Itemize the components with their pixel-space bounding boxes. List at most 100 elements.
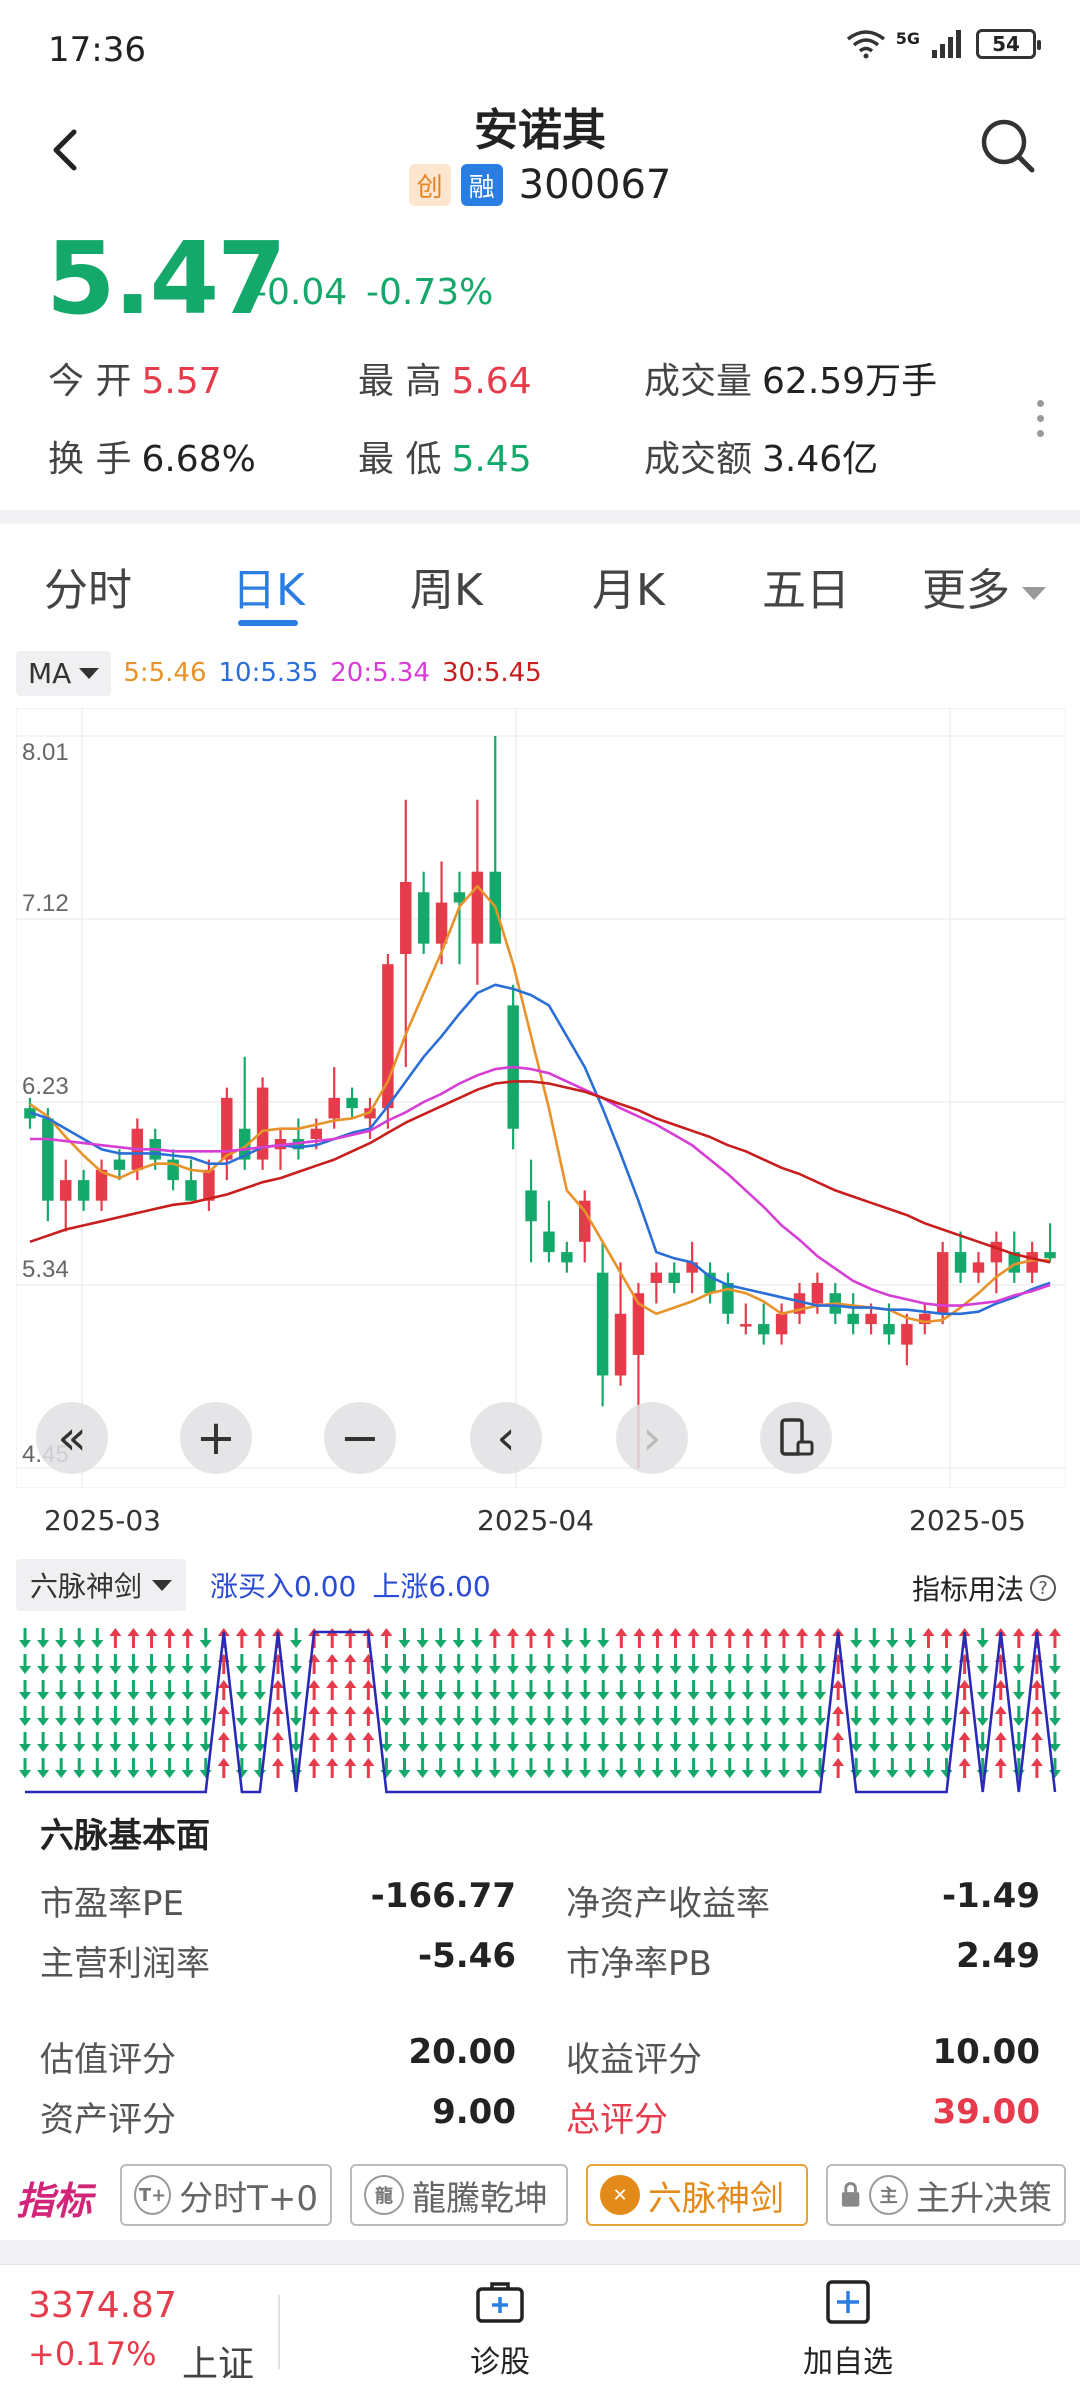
network-label: 5G <box>895 28 920 48</box>
indicator-tab-longteng[interactable]: 龍龍騰乾坤 <box>350 2164 568 2226</box>
amount-label: 成交额 <box>644 439 753 480</box>
zoom-in-button[interactable]: + <box>180 1402 252 1474</box>
signal-column <box>253 1628 266 1778</box>
chart-frame <box>16 708 1066 1488</box>
index-value: 3374.87 <box>28 2285 177 2326</box>
candle <box>650 1262 663 1304</box>
landscape-button[interactable] <box>760 1402 832 1474</box>
price-change-pct: -0.73% <box>366 272 494 313</box>
dragon-icon: 龍 <box>364 2175 404 2215</box>
margin-badge: 融 <box>460 164 503 206</box>
help-icon: ? <box>1030 1575 1056 1601</box>
signal-column <box>868 1628 881 1778</box>
candle <box>400 799 412 1068</box>
diagnose-button[interactable]: 诊股 <box>420 2279 580 2381</box>
candle <box>1044 1223 1056 1263</box>
indicator-tab-main-rise[interactable]: 主主升决策 <box>826 2164 1066 2226</box>
prev-button[interactable]: ‹ <box>470 1402 542 1474</box>
quote-panel: 5.47 -0.04 -0.73% 今 开 5.57 最 高 5.64 成交量 62.… <box>0 220 1080 510</box>
turnover-label: 换 手 <box>48 439 132 480</box>
wifi-icon <box>846 30 885 59</box>
amount-value: 3.46亿 <box>762 439 879 480</box>
search-button[interactable] <box>976 114 1040 178</box>
tab-intraday[interactable]: 分时 <box>44 565 132 616</box>
low-stat: 最 低 5.45 <box>358 430 532 482</box>
crown-icon: 主 <box>869 2175 908 2215</box>
indicator-help-link[interactable]: 指标用法? <box>912 1568 1056 1608</box>
rewind-button[interactable]: « <box>36 1402 108 1474</box>
candle <box>596 1241 609 1407</box>
signal-column <box>19 1628 32 1778</box>
candle <box>990 1231 1003 1294</box>
ma-selector[interactable]: MA <box>16 650 112 696</box>
signal-column <box>380 1628 393 1778</box>
kline-chart[interactable]: 8.017.126.235.344.45 <box>16 708 1066 1488</box>
tab-monthly-k[interactable]: 月K <box>592 565 665 616</box>
six-sword-chart[interactable] <box>16 1624 1066 1800</box>
fund-value: -1.49 <box>942 1876 1040 1916</box>
ma30-value: 30:5.45 <box>441 658 542 688</box>
candle <box>1008 1231 1020 1283</box>
candle <box>614 1262 627 1386</box>
candle <box>793 1282 806 1325</box>
tab-daily-k[interactable]: 日K <box>232 565 305 616</box>
signal-column <box>326 1628 339 1778</box>
candle <box>919 1303 931 1335</box>
add-square-icon <box>826 2280 870 2324</box>
signal-column <box>723 1628 736 1778</box>
signal-column <box>1030 1628 1043 1778</box>
signal-column <box>308 1628 321 1778</box>
signal-column <box>470 1628 483 1778</box>
candle <box>382 953 394 1129</box>
back-button[interactable] <box>40 120 90 180</box>
ma10-value: 10:5.35 <box>218 658 319 688</box>
price-change: -0.04 <box>254 272 348 313</box>
signal-column <box>633 1628 646 1778</box>
candle <box>525 1159 537 1263</box>
high-stat: 最 高 5.64 <box>358 352 532 404</box>
fund-label: 收益评分 <box>566 2040 702 2080</box>
fund-value: 20.00 <box>408 2032 516 2072</box>
low-label: 最 低 <box>358 439 442 480</box>
fund-label: 市净率PB <box>566 1944 712 1984</box>
candle <box>543 1200 555 1263</box>
fund-label: 净资产收益率 <box>566 1884 770 1924</box>
chevron-left-icon <box>53 129 77 171</box>
indicator-tab-six-sword[interactable]: ✕ 六脉神剑 <box>586 2164 808 2226</box>
high-label: 最 高 <box>358 361 442 402</box>
add-watchlist-label: 加自选 <box>803 2345 893 2380</box>
candle <box>328 1067 340 1129</box>
tab-weekly-k[interactable]: 周K <box>410 565 483 616</box>
open-stat: 今 开 5.57 <box>48 352 222 404</box>
signal-column <box>814 1628 827 1778</box>
indicator-tab-label: 六脉神剑 <box>648 2178 784 2219</box>
candle <box>346 1087 358 1119</box>
indicator-help-label: 指标用法 <box>911 1573 1024 1606</box>
active-tab-indicator <box>238 620 298 626</box>
signal-column <box>850 1628 863 1778</box>
signal-column <box>272 1628 284 1778</box>
indicator-selector[interactable]: 六脉神剑 <box>16 1559 187 1611</box>
indicator-tab-intraday-t0[interactable]: T+ 分时T+0 <box>120 2164 332 2226</box>
fund-label: 市盈率PE <box>40 1884 184 1924</box>
lock-icon <box>841 2182 860 2207</box>
signal-column <box>452 1628 465 1778</box>
indicator-bar: 六脉神剑 涨买入0.00 上涨6.00 指标用法? <box>16 1559 1066 1611</box>
signal-column <box>145 1628 158 1778</box>
tab-five-day[interactable]: 五日 <box>762 565 850 616</box>
next-button[interactable]: › <box>616 1402 688 1474</box>
fund-value: -5.46 <box>418 1936 516 1976</box>
indicator-selector-label: 六脉神剑 <box>30 1570 143 1603</box>
candle <box>901 1313 913 1366</box>
signal-column <box>741 1628 754 1778</box>
fundamentals-title: 六脉基本面 <box>40 1816 210 1856</box>
zoom-out-button[interactable]: − <box>324 1402 396 1474</box>
tab-more[interactable]: 更多 <box>922 554 1046 618</box>
more-dots-icon[interactable] <box>1030 400 1050 450</box>
signal-column <box>181 1628 194 1778</box>
candle <box>936 1241 949 1325</box>
ma30-line <box>29 1080 1051 1264</box>
candle <box>1026 1241 1038 1283</box>
add-watchlist-button[interactable]: 加自选 <box>768 2279 928 2381</box>
candle <box>77 1169 90 1211</box>
